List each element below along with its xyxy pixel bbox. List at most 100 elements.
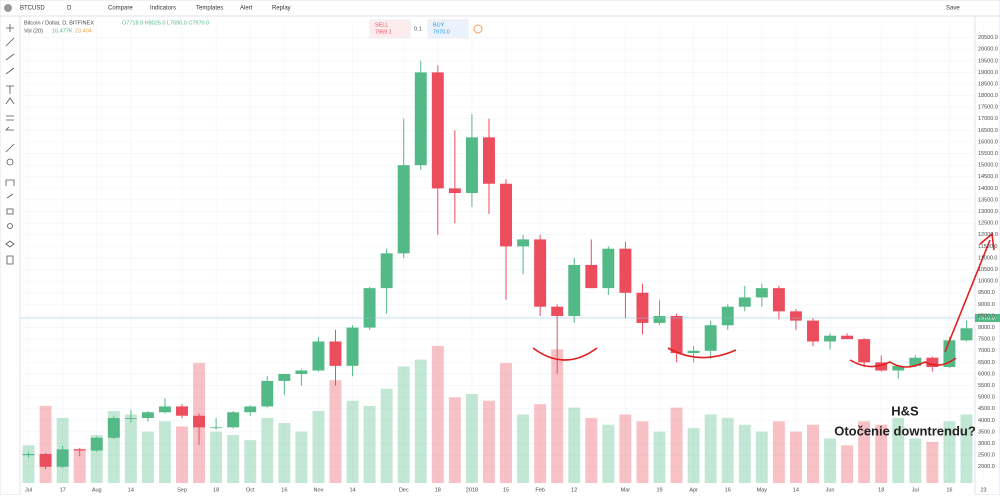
volume-bar <box>807 424 819 483</box>
volume-bar <box>346 400 359 483</box>
last-price-box <box>975 314 1000 322</box>
compare[interactable]: Compare <box>108 6 133 12</box>
volume-bar <box>73 448 86 483</box>
volume-bar <box>704 414 717 483</box>
candle-body <box>414 72 427 166</box>
volume-bar <box>363 405 376 483</box>
y-tick-label: 18000.0 <box>978 93 998 99</box>
spread: 0.1 <box>414 26 422 32</box>
volume-bar <box>926 441 939 483</box>
candle-body <box>380 253 393 289</box>
x-tick-label: 16 <box>281 487 287 493</box>
candle-body <box>824 335 837 342</box>
candle-body <box>926 357 939 368</box>
x-tick-label: 14 <box>349 487 355 493</box>
volume-value: 16.477K <box>52 28 73 34</box>
volume-name: Vol (20) <box>24 28 43 34</box>
candle-body <box>465 137 478 194</box>
candle-body <box>568 264 581 316</box>
y-tick-label: 4000.0 <box>978 418 995 424</box>
volume-bar <box>380 388 393 483</box>
y-tick-label: 19500.0 <box>978 58 998 64</box>
volume-bar <box>909 438 922 483</box>
sell-label: SELL <box>375 22 388 28</box>
x-tick-label: Sep <box>177 487 187 493</box>
candle-body <box>807 320 819 342</box>
volume-bar <box>158 421 171 483</box>
x-tick-label: Jun <box>826 487 835 493</box>
candle-body <box>551 306 564 316</box>
templates[interactable]: Templates <box>196 6 223 12</box>
candle-body <box>363 288 376 328</box>
volume-bar <box>39 405 52 483</box>
volume-bar <box>278 423 291 483</box>
volume-bar <box>568 407 581 483</box>
x-tick-label: Jul <box>912 487 919 493</box>
y-tick-label: 11500.0 <box>978 244 997 250</box>
volume-bar <box>483 400 495 483</box>
x-tick-label: 14 <box>793 487 799 493</box>
candle-body <box>960 328 973 341</box>
candle-body <box>295 370 308 374</box>
y-tick-label: 17000.0 <box>978 116 998 122</box>
info-icon[interactable] <box>473 24 483 34</box>
buy-price: 7970.0 <box>433 29 450 35</box>
sell-button[interactable] <box>369 19 411 39</box>
x-tick-label: May <box>757 487 768 493</box>
volume-bar <box>312 411 325 483</box>
volume-bar <box>585 417 598 483</box>
avatar[interactable] <box>4 4 12 12</box>
volume-bar <box>22 445 35 483</box>
x-tick-label: 18 <box>435 487 441 493</box>
candle-body <box>278 373 291 381</box>
volume-bar <box>534 404 547 483</box>
volume-bar <box>636 421 649 483</box>
y-tick-label: 12500.0 <box>978 221 998 227</box>
indicators[interactable]: Indicators <box>150 6 176 12</box>
candle-body <box>312 341 325 371</box>
buy-label: BUY <box>433 22 445 28</box>
y-tick-label: 7000.0 <box>978 348 995 354</box>
volume-bar <box>107 411 120 483</box>
candle-body <box>22 454 35 456</box>
candle-body <box>636 292 649 323</box>
x-tick-label: 2018 <box>466 487 478 493</box>
volume-bar <box>602 424 615 483</box>
candle-body <box>193 415 206 428</box>
buy-button[interactable] <box>427 19 469 39</box>
candle-body <box>534 239 547 307</box>
candle-body <box>875 362 888 371</box>
x-tick-label: Apr <box>689 487 698 493</box>
symbol[interactable]: BTCUSD <box>20 6 45 12</box>
volume-bar <box>619 414 632 483</box>
volume-bar <box>124 414 137 483</box>
x-tick-label: Feb <box>535 487 544 493</box>
candle-body <box>107 418 120 438</box>
y-tick-label: 19000.0 <box>978 70 998 76</box>
volume-bar <box>414 359 427 483</box>
trade-box: SELL 7969.1 0.1 BUY 7970.0 <box>369 19 483 39</box>
sell-price: 7969.1 <box>375 29 392 35</box>
save[interactable]: Save <box>946 6 960 12</box>
replay[interactable]: Replay <box>272 6 291 12</box>
volume-bar <box>755 431 768 483</box>
candle-body <box>909 357 922 366</box>
volume-bar <box>738 424 751 483</box>
candle-body <box>56 449 69 467</box>
last-price-label: 7970.0 <box>978 315 995 321</box>
y-tick-label: 17500.0 <box>978 105 998 111</box>
volume-bar <box>448 397 461 483</box>
volume-bar <box>261 417 274 483</box>
y-tick-label: 7500.0 <box>978 337 995 343</box>
alert[interactable]: Alert <box>240 6 253 12</box>
y-tick-label: 13500.0 <box>978 197 998 203</box>
volume-bar <box>772 421 785 483</box>
candle-body <box>500 183 512 247</box>
drawing-tools[interactable] <box>5 24 15 265</box>
volume-bar <box>875 424 888 483</box>
y-tick-label: 13000.0 <box>978 209 998 215</box>
y-tick-label: 8500.0 <box>978 313 995 319</box>
legend-ohlc: O7718.9 H8025.0 L7690.0 C7970.0 <box>122 20 209 26</box>
volume-bar <box>687 428 700 483</box>
interval[interactable]: D <box>67 6 72 12</box>
